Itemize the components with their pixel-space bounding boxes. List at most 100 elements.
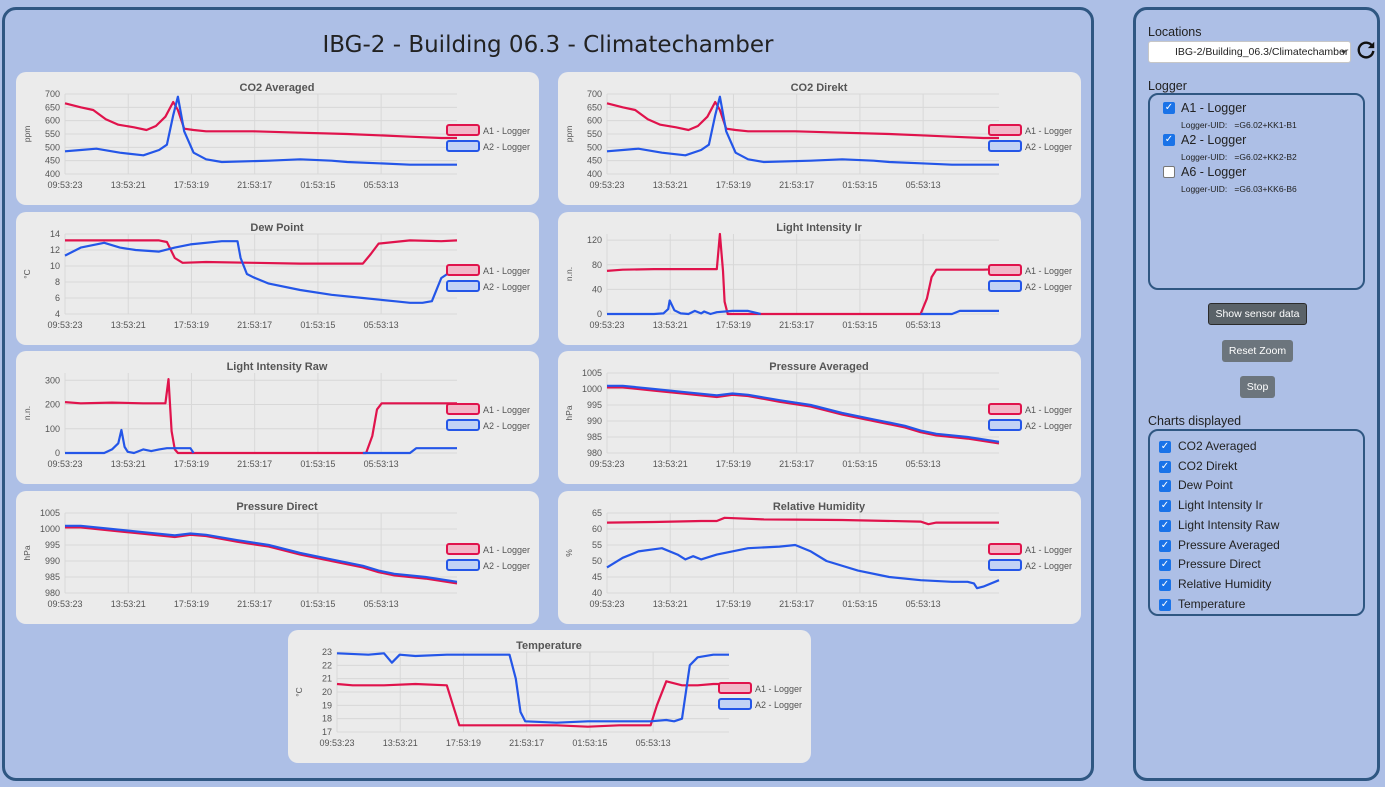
logger-a2-checkbox[interactable]: ✓ [1163,134,1175,146]
chart-option-co2-direkt-checkbox[interactable]: ✓ [1159,460,1171,473]
chart-title: Light Intensity Ir [776,222,862,234]
chart-card-light-intensity-ir[interactable]: Light Intensity Ir 0 40 80 120 09:53:23 13:53:… [558,212,1081,345]
y-tick-label: 980 [587,448,602,458]
chart-light-intensity-raw[interactable]: Light Intensity Raw 0 100 200 300 09:53:23 13:… [16,351,539,484]
chart-card-co2-direkt[interactable]: CO2 Direkt 400 450 500 550 600 650 700 09:53:23 1… [558,72,1081,205]
legend-label-a1[interactable]: A1 - Logger [483,545,530,555]
chart-card-dew-point[interactable]: Dew Point 4 6 8 10 12 14 09:53:23 13:53:21 17:53:… [16,212,539,345]
legend-label-a2[interactable]: A2 - Logger [1025,421,1072,431]
y-tick-label: 19 [322,700,332,710]
x-tick-label: 05:53:13 [364,180,399,190]
chart-light-intensity-ir[interactable]: Light Intensity Ir 0 40 80 120 09:53:23 13:53:… [558,212,1081,345]
legend-label-a2[interactable]: A2 - Logger [1025,561,1072,571]
refresh-icon[interactable] [1355,39,1377,61]
legend-swatch-a2[interactable] [446,280,480,292]
chart-dew-point[interactable]: Dew Point 4 6 8 10 12 14 09:53:23 13:53:21 17:53:… [16,212,539,345]
logger-a6-checkbox[interactable] [1163,166,1175,178]
chart-card-light-intensity-raw[interactable]: Light Intensity Raw 0 100 200 300 09:53:23 13:… [16,351,539,484]
chart-option-light-intensity-raw-checkbox[interactable]: ✓ [1159,519,1171,532]
legend-label-a1[interactable]: A1 - Logger [1025,126,1072,136]
legend-label-a1[interactable]: A1 - Logger [483,126,530,136]
legend-swatch-a2[interactable] [446,559,480,571]
legend-label-a2[interactable]: A2 - Logger [1025,282,1072,292]
legend-swatch-a1[interactable] [988,124,1022,136]
legend-label-a1[interactable]: A1 - Logger [1025,405,1072,415]
legend-label-a2[interactable]: A2 - Logger [1025,142,1072,152]
chart-co2-direkt[interactable]: CO2 Direkt 400 450 500 550 600 650 700 09:53:23 1… [558,72,1081,205]
y-tick-label: 600 [45,116,60,126]
logger-a1-checkbox[interactable]: ✓ [1163,102,1175,114]
y-axis-label: °C [22,269,32,279]
legend-label-a2[interactable]: A2 - Logger [483,421,530,431]
chart-temperature[interactable]: Temperature 17 18 19 20 21 22 23 09:53:23 13:53:2… [288,630,811,763]
legend-label-a1[interactable]: A1 - Logger [1025,545,1072,555]
x-tick-label: 05:53:13 [906,599,941,609]
legend-label-a1[interactable]: A1 - Logger [483,405,530,415]
y-tick-label: 8 [55,277,60,287]
legend-swatch-a1[interactable] [446,403,480,415]
x-tick-label: 01:53:15 [300,459,335,469]
legend-swatch-a1[interactable] [446,264,480,276]
x-tick-label: 13:53:21 [653,180,688,190]
legend-label-a1[interactable]: A1 - Logger [1025,266,1072,276]
legend-swatch-a1[interactable] [446,124,480,136]
chart-option-co2-averaged-label: CO2 Averaged [1178,439,1257,453]
chart-option-pressure-direct-checkbox[interactable]: ✓ [1159,559,1171,572]
legend-label-a2[interactable]: A2 - Logger [483,282,530,292]
chart-title: Light Intensity Raw [227,361,328,373]
legend-label-a1[interactable]: A1 - Logger [483,266,530,276]
legend-label-a2[interactable]: A2 - Logger [483,561,530,571]
x-tick-label: 09:53:23 [589,180,624,190]
series-line-a1 [64,378,457,455]
legend-swatch-a1[interactable] [988,403,1022,415]
logger-label: Logger [1148,79,1187,93]
chart-option-pressure-averaged-checkbox[interactable]: ✓ [1159,539,1171,552]
location-select[interactable]: IBG-2/Building_06.3/Climatechamber ▾ [1148,41,1351,63]
series-line-a2 [607,384,1000,443]
y-tick-label: 55 [592,540,602,550]
legend-swatch-a2[interactable] [988,559,1022,571]
y-tick-label: 17 [322,727,332,737]
legend-swatch-a1[interactable] [446,543,480,555]
legend-swatch-a2[interactable] [988,419,1022,431]
series-line-a1 [606,232,1000,316]
legend-label-a1[interactable]: A1 - Logger [755,684,802,694]
charts-displayed-label: Charts displayed [1148,414,1242,428]
show-sensor-data-button[interactable]: Show sensor data [1208,303,1307,325]
y-axis-label: hPa [22,545,32,560]
chart-relative-humidity[interactable]: Relative Humidity 40 45 50 55 60 65 09:53:23 13:… [558,491,1081,624]
y-tick-label: 995 [45,540,60,550]
reset-zoom-button[interactable]: Reset Zoom [1222,340,1293,362]
legend-swatch-a2[interactable] [446,419,480,431]
legend-swatch-a1[interactable] [988,264,1022,276]
legend-swatch-a2[interactable] [718,698,752,710]
chart-pressure-direct[interactable]: Pressure Direct 980 985 990 995 1000 1005 09:53… [16,491,539,624]
legend-swatch-a1[interactable] [718,682,752,694]
stop-button[interactable]: Stop [1240,376,1275,398]
legend-swatch-a1[interactable] [988,543,1022,555]
charts-displayed-list: ✓ CO2 Averaged ✓ CO2 Direkt ✓ Dew Point ✓ Light… [1148,429,1365,616]
legend-label-a2[interactable]: A2 - Logger [483,142,530,152]
chart-card-pressure-direct[interactable]: Pressure Direct 980 985 990 995 1000 1005 09:53… [16,491,539,624]
chart-option-co2-averaged-checkbox[interactable]: ✓ [1159,441,1171,453]
chart-pressure-averaged[interactable]: Pressure Averaged 980 985 990 995 1000 1005 09:… [558,351,1081,484]
legend-swatch-a2[interactable] [446,140,480,152]
chart-co2-averaged[interactable]: CO2 Averaged 400 450 500 550 600 650 700 09:53:2… [16,72,539,205]
chart-option-temperature-checkbox[interactable]: ✓ [1159,598,1171,611]
x-tick-label: 09:53:23 [47,320,82,330]
legend-swatch-a2[interactable] [988,140,1022,152]
chart-card-co2-averaged[interactable]: CO2 Averaged 400 450 500 550 600 650 700 09:53:2… [16,72,539,205]
chart-card-temperature[interactable]: Temperature 17 18 19 20 21 22 23 09:53:23 13:53:2… [288,630,811,763]
logger-a1-uid: Logger-UID: =G6.02+KK1-B1 [1181,120,1297,130]
x-tick-label: 21:53:17 [509,738,544,748]
chart-card-pressure-averaged[interactable]: Pressure Averaged 980 985 990 995 1000 1005 09:… [558,351,1081,484]
chart-option-dew-point-checkbox[interactable]: ✓ [1159,480,1171,493]
logger-a2-uid-label: Logger-UID: [1181,152,1228,162]
legend-swatch-a2[interactable] [988,280,1022,292]
chart-option-light-intensity-ir-checkbox[interactable]: ✓ [1159,500,1171,513]
y-tick-label: 650 [45,102,60,112]
chart-option-relative-humidity-checkbox[interactable]: ✓ [1159,578,1171,591]
legend-label-a2[interactable]: A2 - Logger [755,700,802,710]
chart-option-pressure-direct-label: Pressure Direct [1178,557,1261,572]
chart-card-relative-humidity[interactable]: Relative Humidity 40 45 50 55 60 65 09:53:23 13:… [558,491,1081,624]
